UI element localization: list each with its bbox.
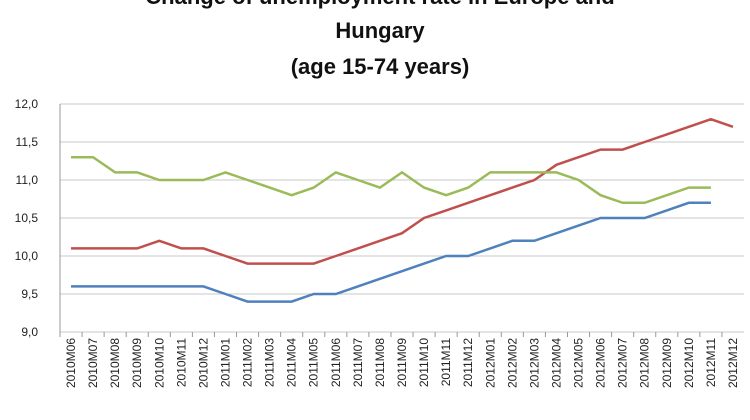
x-tick-label: 2010M09 bbox=[130, 338, 144, 388]
chart-title: (age 15-74 years) bbox=[291, 54, 470, 79]
x-tick-label: 2011M02 bbox=[241, 338, 255, 387]
y-tick-label: 9,5 bbox=[21, 287, 38, 301]
x-tick-label: 2012M03 bbox=[527, 338, 541, 388]
x-tick-label: 2012M11 bbox=[704, 338, 718, 387]
x-tick-label: 2010M06 bbox=[64, 338, 78, 388]
x-tick-label: 2012M09 bbox=[660, 338, 674, 388]
x-tick-label: 2012M05 bbox=[572, 338, 586, 388]
x-tick-label: 2010M12 bbox=[196, 338, 210, 388]
series-line bbox=[71, 155, 711, 205]
y-tick-label: 11,5 bbox=[16, 135, 39, 149]
x-tick-label: 2011M10 bbox=[417, 338, 431, 387]
y-tick-label: 11,0 bbox=[16, 173, 39, 187]
x-tick-label: 2010M11 bbox=[174, 338, 188, 387]
chart-title: Hungary bbox=[335, 18, 425, 43]
x-tick-label: 2011M09 bbox=[395, 338, 409, 387]
x-tick-label: 2011M11 bbox=[439, 338, 453, 387]
y-tick-label: 12,0 bbox=[15, 97, 39, 111]
y-tick-label: 9,0 bbox=[21, 325, 38, 339]
y-tick-label: 10,5 bbox=[15, 211, 39, 225]
x-tick-label: 2012M08 bbox=[638, 338, 652, 388]
x-tick-label: 2012M04 bbox=[549, 338, 563, 388]
x-tick-label: 2011M05 bbox=[307, 338, 321, 387]
y-tick-label: 10,0 bbox=[15, 249, 39, 263]
x-tick-label: 2011M08 bbox=[373, 338, 387, 387]
x-tick-label: 2012M06 bbox=[594, 338, 608, 388]
x-tick-label: 2011M12 bbox=[461, 338, 475, 387]
x-tick-label: 2012M10 bbox=[682, 338, 696, 388]
series-line bbox=[71, 201, 711, 303]
x-tick-label: 2011M03 bbox=[263, 338, 277, 387]
x-tick-label: 2012M12 bbox=[726, 338, 740, 388]
x-tick-label: 2010M08 bbox=[108, 338, 122, 388]
x-tick-label: 2011M04 bbox=[285, 338, 299, 387]
x-tick-label: 2011M07 bbox=[351, 338, 365, 387]
x-tick-label: 2012M02 bbox=[505, 338, 519, 388]
x-tick-label: 2010M07 bbox=[86, 338, 100, 388]
chart-title: Change of unemployment rate in Europe an… bbox=[145, 0, 614, 9]
series-line bbox=[71, 117, 734, 265]
x-tick-label: 2010M10 bbox=[152, 338, 166, 388]
x-tick-label: 2012M01 bbox=[483, 338, 497, 388]
x-tick-label: 2011M06 bbox=[329, 338, 343, 387]
x-tick-label: 2012M07 bbox=[616, 338, 630, 388]
x-tick-label: 2011M01 bbox=[218, 338, 232, 387]
